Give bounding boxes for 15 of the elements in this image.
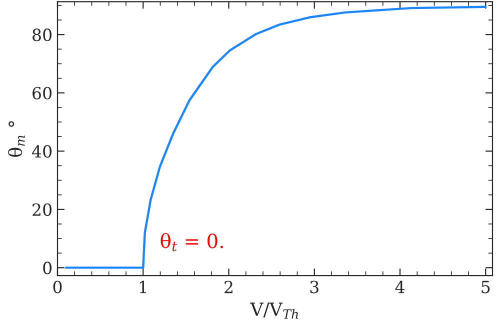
x-tick-label: 2 [224, 280, 232, 294]
y-tick-label: 20 [32, 203, 52, 216]
x-tick-label: 1 [140, 280, 146, 294]
line-series [64, 6, 487, 269]
y-tick-label: 80 [32, 28, 52, 42]
x-tick-label: 4 [395, 280, 404, 294]
x-axis-title: V/V$_{Th}$ [250, 302, 298, 319]
annotation: θ$_{t}$ = 0. [160, 233, 223, 252]
y-axis-title: θ$_{m}$ ° [8, 121, 25, 157]
x-tick-label: 5 [482, 280, 490, 294]
y-tick-label: 0 [43, 262, 52, 274]
y-tick-label: 60 [32, 86, 52, 100]
x-tick-label: 3 [310, 280, 318, 294]
x-tick-label: 0 [53, 280, 62, 294]
y-tick-label: 40 [32, 145, 52, 158]
